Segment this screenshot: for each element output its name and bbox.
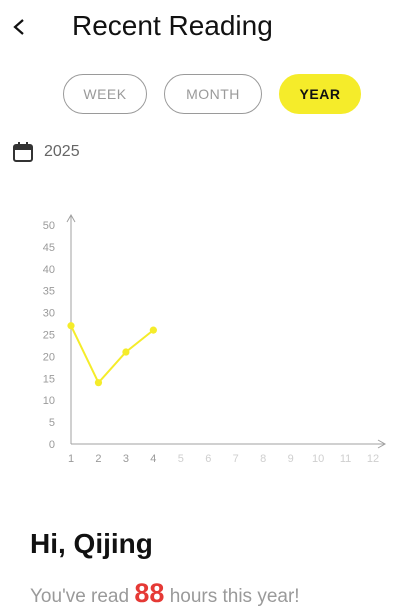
- y-tick-label: 45: [43, 242, 55, 254]
- y-tick-label: 5: [49, 417, 55, 429]
- hours-count: 88: [134, 578, 165, 608]
- x-tick-label: 3: [123, 453, 129, 465]
- data-point: [122, 348, 130, 356]
- year-label: 2025: [44, 143, 80, 160]
- series-line: [70, 325, 154, 385]
- back-button[interactable]: [8, 12, 34, 42]
- year-selector[interactable]: 2025: [12, 140, 80, 164]
- x-tick-label: 8: [260, 453, 266, 465]
- summary-suffix: hours this year!: [169, 586, 300, 607]
- x-tick-label: 9: [288, 453, 294, 465]
- y-axis-arrow: [66, 213, 76, 223]
- y-tick-label: 50: [43, 220, 55, 232]
- y-tick-label: 25: [43, 330, 55, 342]
- reading-summary: You've read 88 hours this year!: [30, 578, 300, 609]
- greeting: Hi, Qijing: [30, 528, 153, 559]
- y-tick-label: 20: [43, 351, 55, 363]
- y-tick-label: 35: [43, 286, 55, 298]
- x-tick-label: 12: [367, 453, 379, 465]
- tab-year[interactable]: YEAR: [279, 74, 361, 114]
- summary-prefix: You've read: [30, 586, 130, 607]
- x-tick-label: 2: [95, 453, 101, 465]
- header-bar: Recent Reading: [0, 0, 414, 56]
- tab-week[interactable]: WEEK: [63, 74, 147, 114]
- data-point: [67, 322, 75, 330]
- y-tick-label: 30: [43, 308, 55, 320]
- data-point: [149, 326, 157, 334]
- y-tick-label: 0: [49, 439, 55, 451]
- x-tick-label: 11: [340, 453, 351, 465]
- x-tick-label: 5: [178, 453, 184, 465]
- data-point: [94, 379, 103, 387]
- page-title: Recent Reading: [72, 10, 273, 41]
- x-tick-label: 1: [68, 453, 74, 465]
- x-axis-arrow: [377, 439, 387, 449]
- x-tick-label: 4: [150, 453, 156, 465]
- tab-month[interactable]: MONTH: [164, 74, 262, 114]
- x-tick-label: 6: [205, 453, 211, 465]
- y-tick-label: 15: [43, 373, 55, 385]
- y-tick-label: 10: [43, 395, 55, 407]
- chevron-left-icon[interactable]: [8, 12, 34, 42]
- calendar-icon: [13, 142, 33, 162]
- x-tick-label: 7: [233, 453, 239, 465]
- y-tick-label: 40: [43, 264, 55, 276]
- x-tick-label: 10: [312, 453, 324, 465]
